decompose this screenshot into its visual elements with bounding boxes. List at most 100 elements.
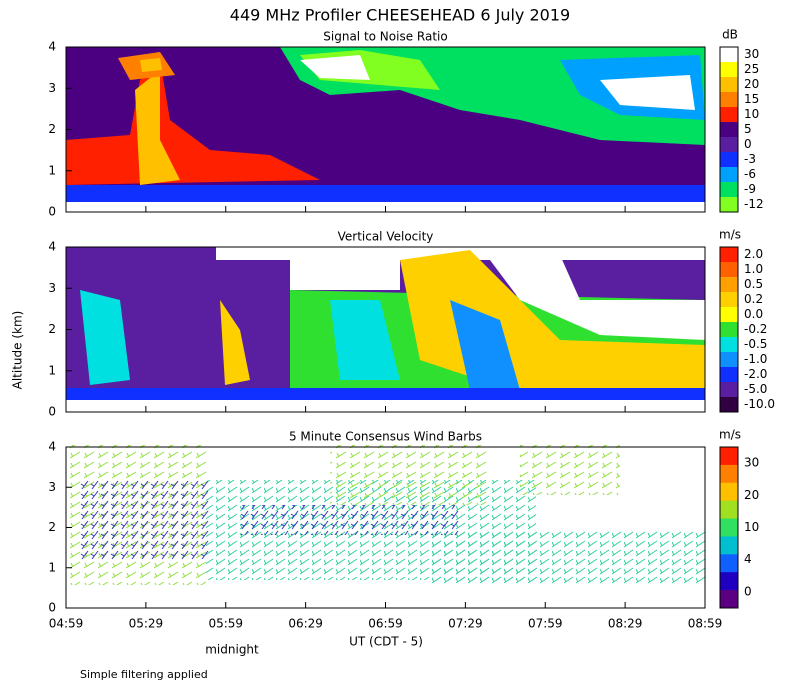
- colorbar-label: 20: [744, 77, 759, 91]
- colorbar-cell: [720, 262, 738, 278]
- colorbar-label: -12: [744, 197, 764, 211]
- x-axis-label: UT (CDT - 5): [349, 635, 423, 649]
- colorbar-label: 30: [744, 47, 759, 61]
- footnote: Simple filtering applied: [80, 668, 208, 681]
- colorbar-label: 15: [744, 92, 759, 106]
- colorbar-cell: [720, 536, 738, 555]
- colorbar-cell: [720, 277, 738, 293]
- x-tick-label: 06:29: [288, 617, 323, 631]
- colorbar-cell: [720, 307, 738, 323]
- colorbar-cell: [720, 92, 738, 108]
- colorbar-cell: [720, 447, 738, 466]
- x-tick-label: 04:59: [49, 617, 84, 631]
- colorbar-cell: [720, 382, 738, 398]
- colorbar-label: -0.5: [744, 337, 767, 351]
- colorbar-label: 5: [744, 122, 752, 136]
- colorbar-cell: [720, 590, 738, 609]
- colorbar-cell: [720, 122, 738, 138]
- x-tick-label: 05:59: [208, 617, 243, 631]
- colorbar-label: 0: [744, 584, 752, 598]
- colorbar-cell: [720, 167, 738, 183]
- y-tick-label: 0: [48, 405, 56, 419]
- colorbar-label: 10: [744, 107, 759, 121]
- colorbar-label: 4: [744, 552, 752, 566]
- colorbar-cell: [720, 554, 738, 573]
- colorbar-cell: [720, 482, 738, 502]
- colorbar-units: dB: [722, 28, 738, 42]
- y-tick-label: 2: [48, 520, 56, 534]
- colorbar-label: -3: [744, 152, 756, 166]
- x-annotation: midnight: [205, 643, 259, 657]
- colorbar-label: -2.0: [744, 367, 767, 381]
- colorbar-label: 10: [744, 520, 759, 534]
- colorbar-cell: [720, 47, 738, 63]
- colorbar-cell: [720, 182, 738, 198]
- x-tick-label: 05:29: [129, 617, 164, 631]
- colorbar-label: 0: [744, 137, 752, 151]
- colorbar-cell: [720, 464, 738, 484]
- colorbar-label: 25: [744, 62, 759, 76]
- y-tick-label: 0: [48, 205, 56, 219]
- colorbar-label: -9: [744, 182, 756, 196]
- y-tick-label: 4: [48, 240, 56, 254]
- velocity-field: [66, 247, 705, 400]
- colorbar-label: 0.5: [744, 277, 763, 291]
- colorbar-frame: [719, 46, 739, 213]
- y-tick-label: 2: [48, 322, 56, 336]
- colorbar-cell: [720, 352, 738, 368]
- colorbar-cell: [720, 572, 738, 591]
- colorbar-label: -1.0: [744, 352, 767, 366]
- wind-barbs: [66, 445, 705, 585]
- y-tick-label: 4: [48, 40, 56, 54]
- y-tick-label: 3: [48, 81, 56, 95]
- colorbar-cell: [720, 152, 738, 168]
- colorbar-cell: [720, 292, 738, 308]
- panel-title: 5 Minute Consensus Wind Barbs: [289, 430, 482, 444]
- colorbar-label: 30: [744, 456, 759, 470]
- colorbar-cell: [720, 397, 738, 413]
- colorbar-cell: [720, 322, 738, 338]
- colorbar-label: 0.2: [744, 292, 763, 306]
- colorbar-label: 1.0: [744, 262, 763, 276]
- y-tick-label: 4: [48, 440, 56, 454]
- colorbar-cell: [720, 137, 738, 153]
- y-tick-label: 2: [48, 122, 56, 136]
- chart-title: 449 MHz Profiler CHEESEHEAD 6 July 2019: [230, 6, 570, 25]
- y-tick-label: 1: [48, 560, 56, 574]
- y-tick-label: 0: [48, 601, 56, 615]
- colorbar-units: m/s: [719, 428, 741, 442]
- x-tick-label: 08:59: [688, 617, 723, 631]
- colorbar-label: -5.0: [744, 382, 767, 396]
- panel-title: Signal to Noise Ratio: [323, 30, 447, 44]
- colorbar-cell: [720, 367, 738, 383]
- colorbar-cell: [720, 62, 738, 78]
- colorbar-cell: [720, 518, 738, 537]
- x-tick-label: 07:59: [528, 617, 563, 631]
- y-tick-label: 1: [48, 163, 56, 177]
- y-tick-label: 3: [48, 480, 56, 494]
- y-tick-label: 3: [48, 281, 56, 295]
- colorbar-cell: [720, 197, 738, 213]
- colorbar-frame: [719, 246, 739, 413]
- snr-field: [66, 47, 705, 202]
- colorbar-label: -10.0: [744, 397, 775, 411]
- colorbar-label: 2.0: [744, 247, 763, 261]
- y-tick-label: 1: [48, 363, 56, 377]
- colorbar-cell: [720, 247, 738, 263]
- colorbar-label: -0.2: [744, 322, 767, 336]
- colorbar-label: -6: [744, 167, 756, 181]
- colorbar-cell: [720, 77, 738, 93]
- colorbar-label: 0.0: [744, 307, 763, 321]
- x-tick-label: 06:59: [368, 617, 403, 631]
- colorbar-frame: [719, 446, 739, 609]
- y-axis-label: Altitude (km): [11, 311, 25, 390]
- colorbar-cell: [720, 337, 738, 353]
- colorbar-cell: [720, 107, 738, 123]
- colorbar-label: 20: [744, 488, 759, 502]
- colorbar-cell: [720, 500, 738, 520]
- panel-title: Vertical Velocity: [338, 230, 434, 244]
- colorbar-units: m/s: [719, 228, 741, 242]
- x-tick-label: 08:29: [608, 617, 643, 631]
- x-tick-label: 07:29: [448, 617, 483, 631]
